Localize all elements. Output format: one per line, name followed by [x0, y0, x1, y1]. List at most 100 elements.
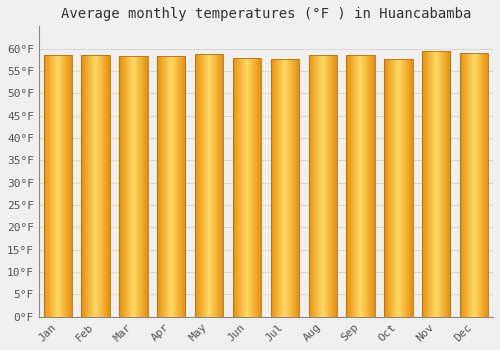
- Bar: [45, 55, 46, 317]
- Bar: [119, 56, 148, 317]
- Bar: [102, 55, 104, 317]
- Bar: [142, 56, 144, 317]
- Bar: [319, 55, 320, 317]
- Bar: [400, 59, 402, 317]
- Bar: [368, 55, 369, 317]
- Bar: [477, 53, 478, 317]
- Bar: [399, 59, 400, 317]
- Bar: [329, 55, 330, 317]
- Bar: [480, 53, 482, 317]
- Bar: [49, 55, 50, 317]
- Bar: [97, 55, 98, 317]
- Bar: [358, 55, 359, 317]
- Bar: [206, 54, 207, 317]
- Bar: [362, 55, 364, 317]
- Bar: [374, 55, 375, 317]
- Bar: [439, 51, 440, 317]
- Bar: [425, 51, 426, 317]
- Bar: [367, 55, 368, 317]
- Bar: [460, 53, 462, 317]
- Bar: [157, 56, 186, 317]
- Bar: [389, 59, 390, 317]
- Bar: [447, 51, 448, 317]
- Bar: [346, 55, 375, 317]
- Bar: [360, 55, 362, 317]
- Bar: [438, 51, 439, 317]
- Bar: [55, 55, 56, 317]
- Bar: [58, 55, 59, 317]
- Bar: [108, 55, 109, 317]
- Bar: [219, 54, 220, 317]
- Bar: [258, 58, 259, 317]
- Bar: [168, 56, 169, 317]
- Bar: [347, 55, 348, 317]
- Bar: [86, 55, 87, 317]
- Bar: [233, 58, 234, 317]
- Bar: [216, 54, 217, 317]
- Bar: [479, 53, 480, 317]
- Bar: [125, 56, 126, 317]
- Bar: [427, 51, 428, 317]
- Bar: [200, 54, 202, 317]
- Bar: [95, 55, 96, 317]
- Bar: [174, 56, 175, 317]
- Bar: [169, 56, 170, 317]
- Bar: [124, 56, 125, 317]
- Bar: [179, 56, 180, 317]
- Bar: [285, 59, 286, 317]
- Bar: [328, 55, 329, 317]
- Bar: [146, 56, 147, 317]
- Bar: [222, 54, 224, 317]
- Bar: [83, 55, 84, 317]
- Bar: [350, 55, 352, 317]
- Bar: [404, 59, 405, 317]
- Bar: [290, 59, 292, 317]
- Bar: [46, 55, 47, 317]
- Bar: [52, 55, 53, 317]
- Bar: [217, 54, 218, 317]
- Bar: [82, 55, 83, 317]
- Bar: [132, 56, 134, 317]
- Bar: [70, 55, 72, 317]
- Bar: [182, 56, 184, 317]
- Bar: [295, 59, 296, 317]
- Bar: [336, 55, 337, 317]
- Bar: [175, 56, 176, 317]
- Bar: [107, 55, 108, 317]
- Bar: [238, 58, 239, 317]
- Bar: [411, 59, 412, 317]
- Bar: [366, 55, 367, 317]
- Bar: [352, 55, 353, 317]
- Bar: [67, 55, 68, 317]
- Bar: [84, 55, 85, 317]
- Bar: [398, 59, 399, 317]
- Bar: [475, 53, 476, 317]
- Bar: [119, 56, 120, 317]
- Bar: [129, 56, 130, 317]
- Bar: [397, 59, 398, 317]
- Bar: [481, 53, 482, 317]
- Bar: [466, 53, 467, 317]
- Bar: [322, 55, 324, 317]
- Bar: [467, 53, 468, 317]
- Bar: [275, 59, 276, 317]
- Bar: [160, 56, 162, 317]
- Bar: [314, 55, 315, 317]
- Bar: [210, 54, 212, 317]
- Bar: [313, 55, 314, 317]
- Bar: [234, 58, 235, 317]
- Bar: [87, 55, 88, 317]
- Bar: [294, 59, 295, 317]
- Bar: [432, 51, 433, 317]
- Bar: [106, 55, 107, 317]
- Bar: [349, 55, 350, 317]
- Bar: [88, 55, 89, 317]
- Bar: [387, 59, 388, 317]
- Bar: [250, 58, 252, 317]
- Bar: [54, 55, 55, 317]
- Bar: [308, 55, 337, 317]
- Bar: [132, 56, 133, 317]
- Bar: [364, 55, 365, 317]
- Bar: [47, 55, 48, 317]
- Bar: [297, 59, 298, 317]
